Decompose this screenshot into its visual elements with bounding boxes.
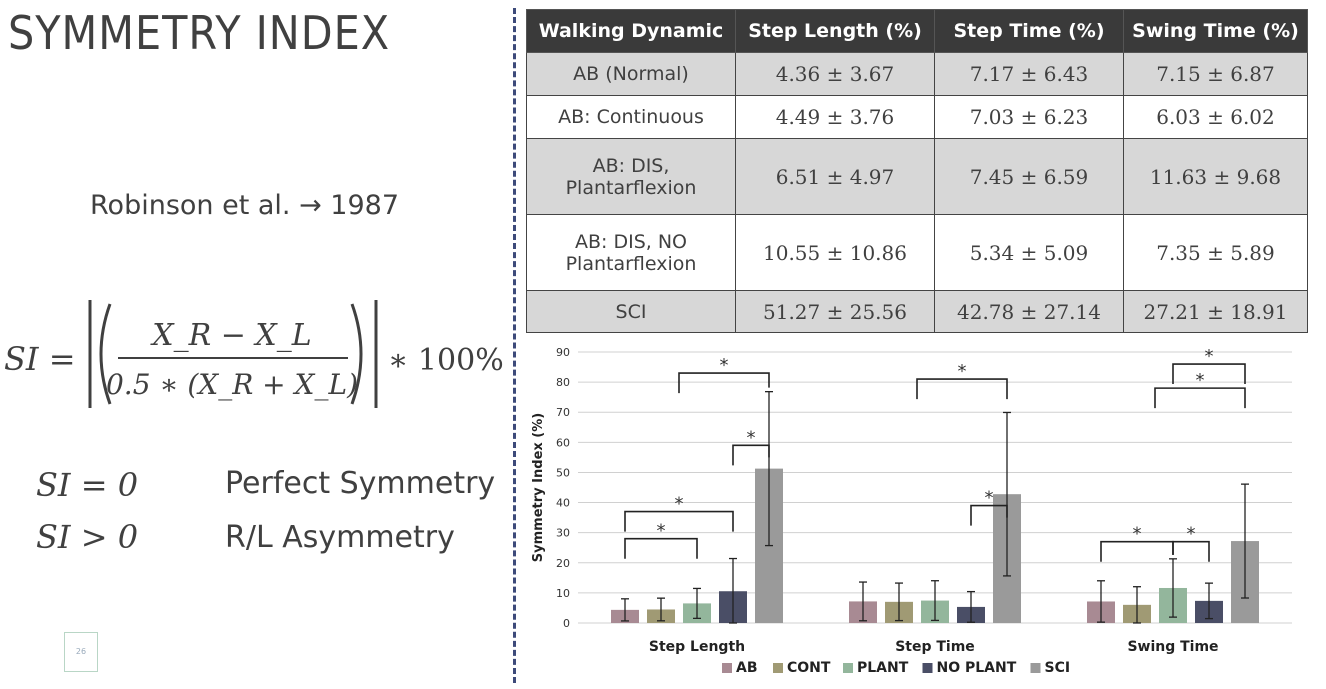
category-label: Step Length [649,639,745,655]
header-swing-time: Swing Time (%) [1123,9,1308,53]
dashed-divider [513,8,516,683]
significance-bracket [624,537,698,559]
cell-step-time: 7.45 ± 6.59 [934,138,1124,215]
significance-bracket [1154,387,1246,409]
y-tick-label: 90 [556,346,570,359]
significance-bracket [916,378,1008,400]
formula-lhs: SI = [4,340,76,378]
row-label-line: Plantarflexion [565,252,697,275]
y-tick-label: 20 [556,557,570,570]
cell-swing-time: 27.21 ± 18.91 [1123,290,1308,333]
row-label: AB (Normal) [526,52,736,96]
legend-label: AB [736,660,758,676]
legend-swatch [1030,663,1041,673]
formula-multiplier: ∗ 100% [388,343,504,378]
y-tick-label: 40 [556,497,570,510]
legend-swatch [773,663,783,673]
y-tick-label: 60 [556,436,570,449]
significance-star: * [1205,346,1214,367]
table-row: AB: DIS, Plantarflexion 6.51 ± 4.97 7.45 … [526,138,1308,215]
significance-bracket [678,372,770,394]
symmetry-table: Walking Dynamic Step Length (%) Step Tim… [526,9,1308,333]
row-label: SCI [526,290,736,333]
row-label-line: Plantarflexion [565,176,697,199]
significance-bracket [1172,540,1210,562]
table-row: AB: DIS, NO Plantarflexion 10.55 ± 10.86 … [526,214,1308,291]
significance-star: * [657,521,666,542]
legend-label: CONT [787,660,831,676]
significance-star: * [958,361,967,382]
legend-label: NO PLANT [937,660,1017,676]
legend-swatch [922,663,933,673]
header-walking-dynamic: Walking Dynamic [526,9,736,53]
table-row: AB (Normal) 4.36 ± 3.67 7.17 ± 6.43 7.15… [526,52,1308,96]
y-tick-label: 0 [563,617,570,630]
significance-star: * [720,355,729,376]
row-label-line: AB: DIS, NO [574,230,687,253]
significance-star: * [1133,524,1142,545]
legend-label: PLANT [857,660,909,676]
formula-denominator: 0.5 ∗ (X_R + X_L) [106,368,358,401]
citation: Robinson et al. → 1987 [90,190,400,221]
paren-right [350,303,363,405]
significance-star: * [747,427,756,448]
cell-step-length: 4.36 ± 3.67 [735,52,935,96]
significance-star: * [1196,370,1205,391]
cell-step-time: 5.34 ± 5.09 [934,214,1124,291]
table-header-row: Walking Dynamic Step Length (%) Step Tim… [526,9,1308,53]
condition-meaning-0: Perfect Symmetry [225,466,496,501]
condition-meaning-1: R/L Asymmetry [225,520,455,555]
cell-swing-time: 7.15 ± 6.87 [1123,52,1308,96]
significance-bracket [624,510,734,532]
cell-step-length: 10.55 ± 10.86 [735,214,935,291]
significance-star: * [985,488,994,509]
significance-star: * [675,494,684,515]
cell-step-length: 6.51 ± 4.97 [735,138,935,215]
table-row: SCI 51.27 ± 25.56 42.78 ± 27.14 27.21 ± … [526,290,1308,333]
significance-bracket [732,444,770,466]
category-label: Step Time [895,639,975,655]
y-tick-label: 30 [556,527,570,540]
condition-expr-1: SI > 0 [36,518,139,556]
y-tick-label: 10 [556,587,570,600]
significance-bracket [970,504,1008,526]
significance-bracket [1172,363,1246,385]
y-axis-label: Symmetry Index (%) [531,413,546,562]
row-label: AB: DIS, NO Plantarflexion [526,214,736,291]
cell-swing-time: 11.63 ± 9.68 [1123,138,1308,215]
y-tick-label: 50 [556,466,570,479]
cell-step-length: 4.49 ± 3.76 [735,95,935,139]
condition-expr-0: SI = 0 [36,466,139,504]
cell-swing-time: 6.03 ± 6.02 [1123,95,1308,139]
header-step-length: Step Length (%) [735,9,935,53]
legend-label: SCI [1045,660,1071,676]
y-tick-label: 80 [556,376,570,389]
page-number: 26 [64,632,98,672]
header-step-time: Step Time (%) [934,9,1124,53]
cell-step-time: 42.78 ± 27.14 [934,290,1124,333]
significance-star: * [1187,524,1196,545]
row-label: AB: DIS, Plantarflexion [526,138,736,215]
y-tick-label: 70 [556,406,570,419]
symmetry-bar-chart: 0 10 20 30 40 50 60 70 80 90 Symmetry Index (%) Ste… [531,346,1292,676]
cell-swing-time: 7.35 ± 5.89 [1123,214,1308,291]
cell-step-length: 51.27 ± 25.56 [735,290,935,333]
row-label-line: AB: DIS, [592,154,670,177]
formula-numerator: X_R − X_L [150,318,311,353]
paren-left [99,303,112,405]
table-row: AB: Continuous 4.49 ± 3.76 7.03 ± 6.23 6… [526,95,1308,139]
cell-step-time: 7.03 ± 6.23 [934,95,1124,139]
symmetry-index-formula: SI = X_R − X_L 0.5 ∗ (X_R + X_L) ∗ 100% [4,300,504,408]
legend-swatch [722,663,732,673]
cell-step-time: 7.17 ± 6.43 [934,52,1124,96]
slide-title: SYMMETRY INDEX [8,6,391,60]
legend-swatch [843,663,853,673]
row-label: AB: Continuous [526,95,736,139]
category-label: Swing Time [1127,639,1218,655]
